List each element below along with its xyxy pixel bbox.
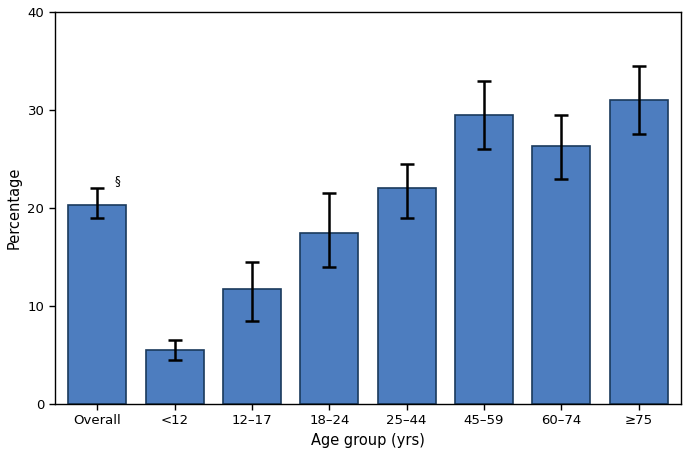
Bar <box>378 188 436 404</box>
Bar <box>533 146 590 404</box>
X-axis label: Age group (yrs): Age group (yrs) <box>311 433 425 448</box>
Bar <box>300 233 358 404</box>
Bar <box>146 350 204 404</box>
Text: §: § <box>114 174 120 187</box>
Bar <box>455 115 513 404</box>
Y-axis label: Percentage: Percentage <box>7 167 22 249</box>
Bar <box>610 100 667 404</box>
Bar <box>68 205 127 404</box>
Bar <box>223 289 281 404</box>
